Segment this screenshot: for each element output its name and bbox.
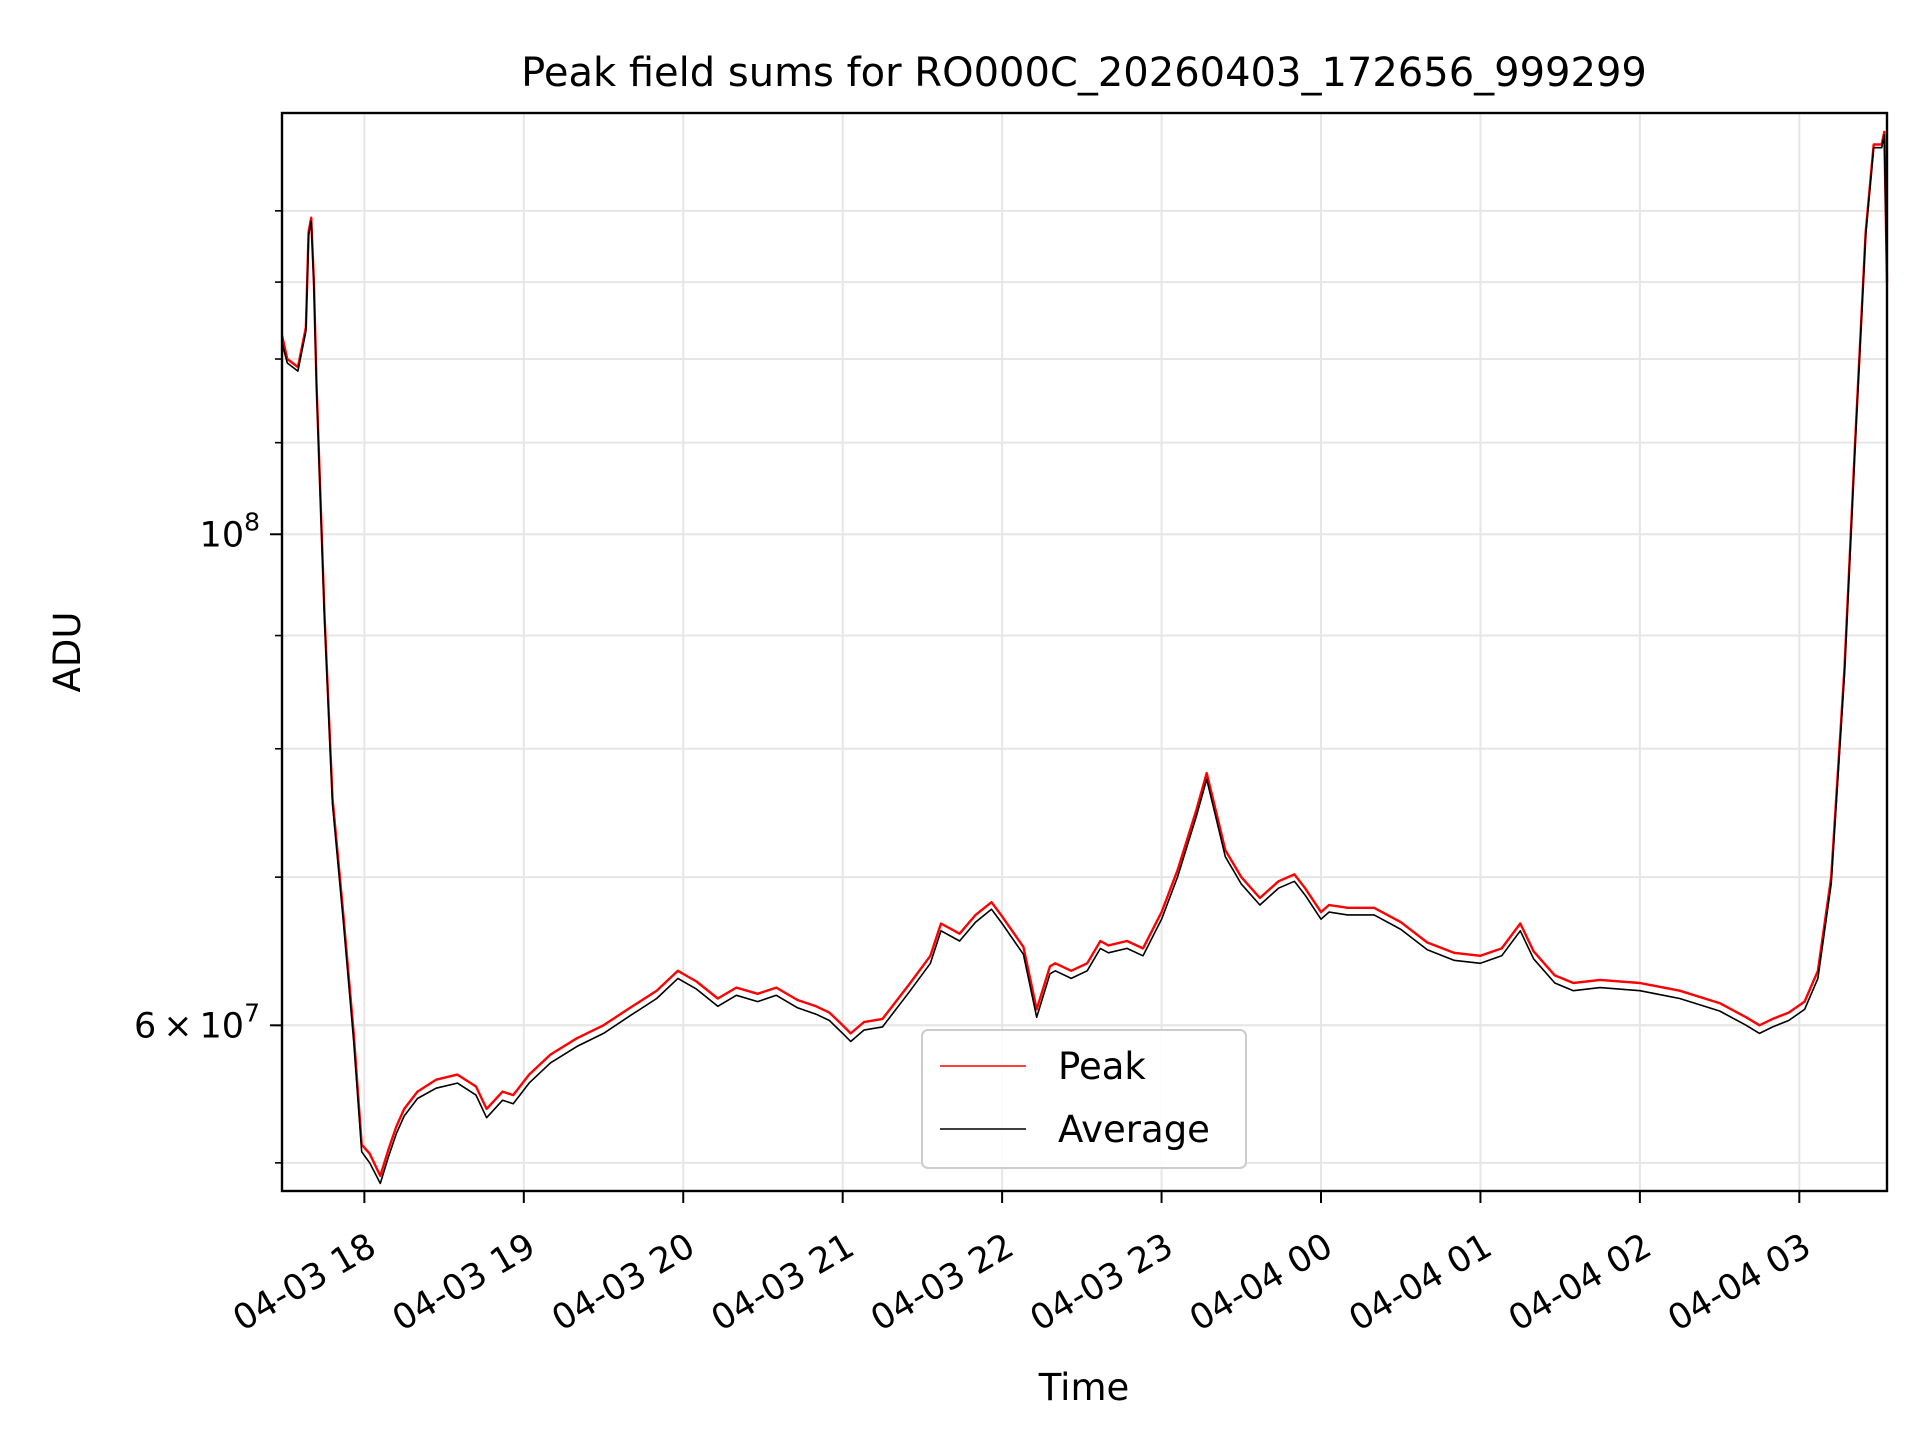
grid [282,113,1887,1191]
y-axis: 108 6 × 107 [134,210,282,1164]
y-tick-label: 108 [200,507,260,555]
chart-title: Peak field sums for RO000C_20260403_1726… [521,50,1647,96]
y-tick-label: 6 × 107 [134,998,260,1046]
legend-label-peak: Peak [1058,1045,1146,1088]
series-line-peak [280,130,1889,1178]
legend-label-average: Average [1058,1108,1210,1151]
legend-box [921,1029,1247,1169]
y-axis-label: ADU [46,612,89,693]
plot-frame [280,111,1889,1193]
series-layer [280,130,1889,1185]
x-axis-label: Time [1038,1366,1130,1409]
legend: Peak Average [921,1029,1247,1169]
series-line-average [281,134,1888,1185]
